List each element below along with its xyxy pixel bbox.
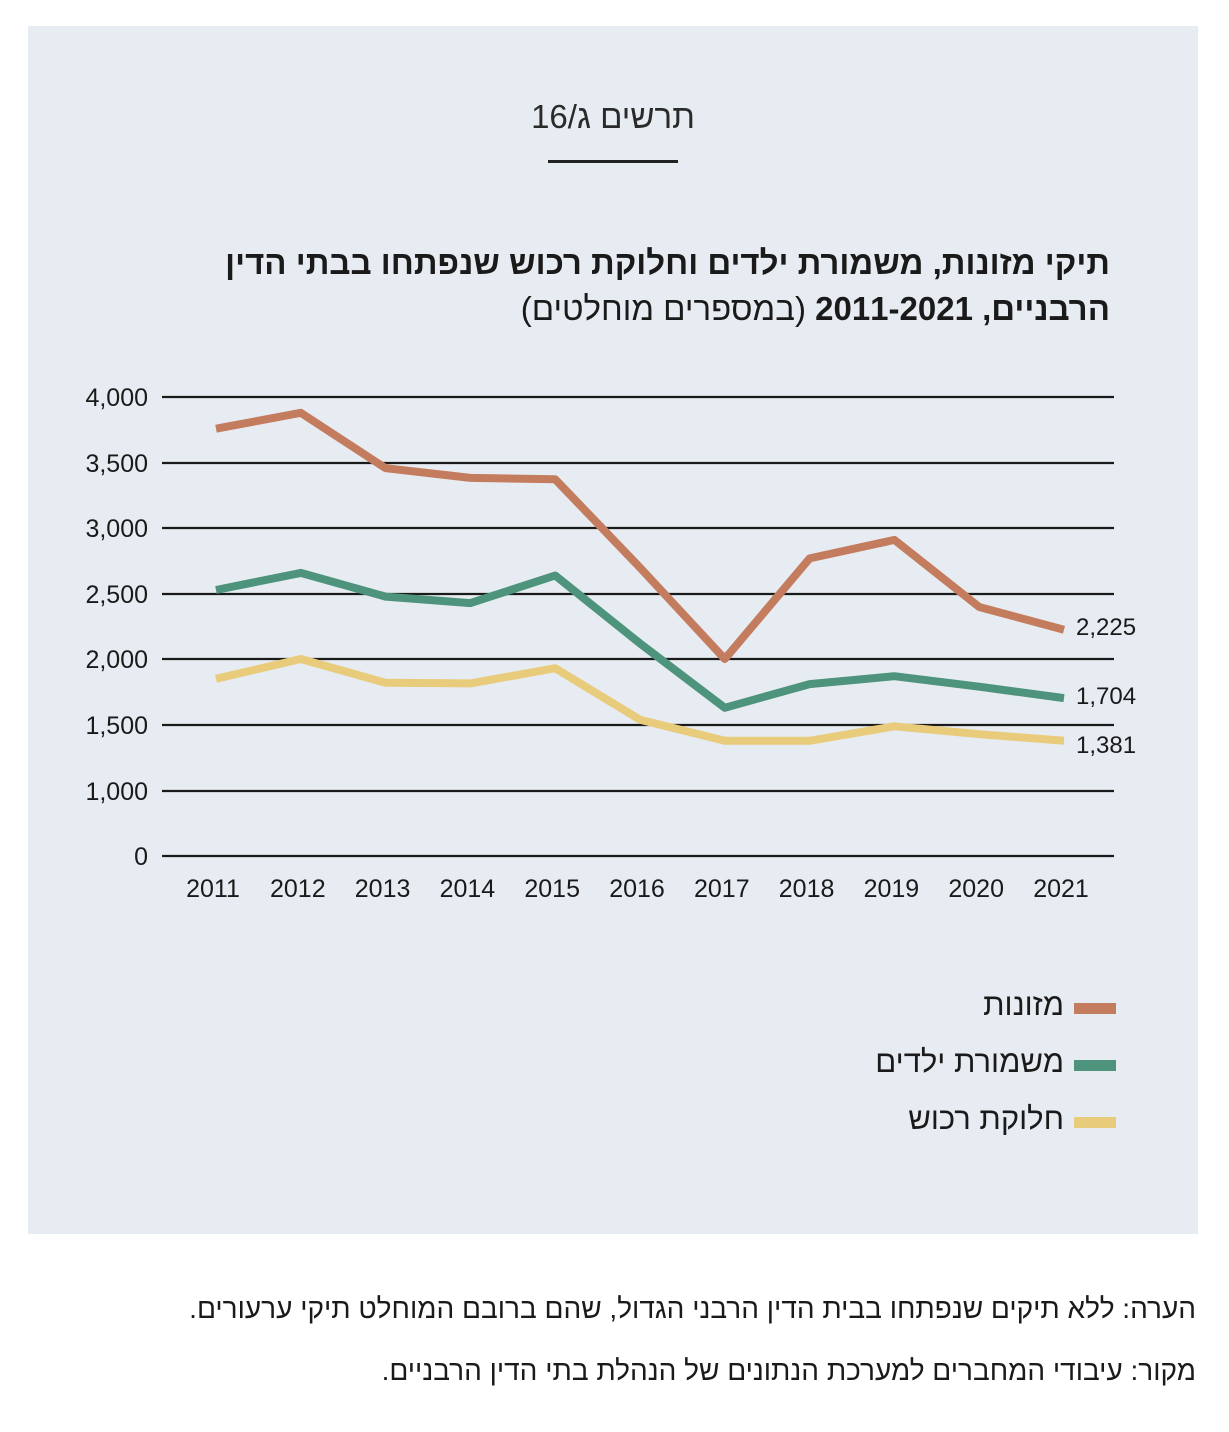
x-tick-label: 2015 (524, 875, 580, 903)
x-tick-label: 2021 (1033, 875, 1089, 903)
data-label-end: 2,225 (1076, 614, 1136, 641)
figure-label-underline (548, 160, 678, 163)
figure-label: תרשים ג/16 (531, 98, 695, 135)
chart-title-units: (במספרים מוחלטים) (520, 290, 806, 327)
x-tick-label: 2018 (779, 875, 835, 903)
chart-title: תיקי מזונות, משמורת ילדים וחלוקת רכוש שנ… (98, 240, 1110, 332)
legend-label-rechush: חלוקת רכוש (908, 1101, 1064, 1136)
y-tick-label: 1,500 (85, 712, 148, 740)
x-tick-label: 2012 (270, 875, 326, 903)
y-tick-label: 1,000 (85, 778, 148, 806)
y-tick-label: 4,000 (85, 384, 148, 412)
chart-title-line2: הרבניים, 2011-2021 (815, 290, 1110, 327)
series-line-1 (215, 568, 1065, 712)
legend-label-mishmoret: משמורת ילדים (875, 1044, 1064, 1079)
legend-label-mezonot: מזונות (983, 987, 1064, 1022)
x-tick-label: 2016 (609, 875, 665, 903)
y-tick-label: 2,000 (85, 646, 148, 674)
x-tick-label: 2019 (864, 875, 920, 903)
series-line-2 (215, 655, 1065, 745)
legend-item-mishmoret: משמורת ילדים (716, 1044, 1116, 1084)
chart-note: הערה: ללא תיקים שנפתחו בבית הדין הרבני ה… (189, 1293, 1196, 1324)
chart-title-line1: תיקי מזונות, משמורת ילדים וחלוקת רכוש שנ… (225, 244, 1110, 281)
legend-swatch-mishmoret (1074, 1060, 1116, 1071)
line-chart: 0 1,000 1,500 2,000 2,500 3,000 3,500 4,000 2011… (85, 384, 1136, 903)
x-tick-label: 2020 (948, 875, 1004, 903)
y-tick-label: 3,500 (85, 450, 148, 478)
legend-swatch-mezonot (1074, 1003, 1116, 1014)
y-tick-label: 2,500 (85, 581, 148, 609)
data-label-end: 1,704 (1076, 683, 1136, 710)
x-tick-label: 2017 (694, 875, 750, 903)
data-label-end: 1,381 (1076, 732, 1136, 759)
x-tick-label: 2011 (186, 875, 240, 903)
legend-item-rechush: חלוקת רכוש (716, 1101, 1116, 1141)
x-tick-label: 2013 (355, 875, 411, 903)
chart-panel: תרשים ג/16 תיקי מזונות, משמורת ילדים וחל… (28, 26, 1198, 1234)
series-line-0 (215, 408, 1066, 663)
y-tick-label: 3,000 (85, 515, 148, 543)
y-tick-label: 0 (134, 843, 148, 871)
legend-item-mezonot: מזונות (716, 987, 1116, 1027)
chart-source: מקור: עיבודי המחברים למערכת הנתונים של ה… (381, 1355, 1196, 1386)
x-tick-label: 2014 (440, 875, 496, 903)
legend-swatch-rechush (1074, 1117, 1116, 1128)
